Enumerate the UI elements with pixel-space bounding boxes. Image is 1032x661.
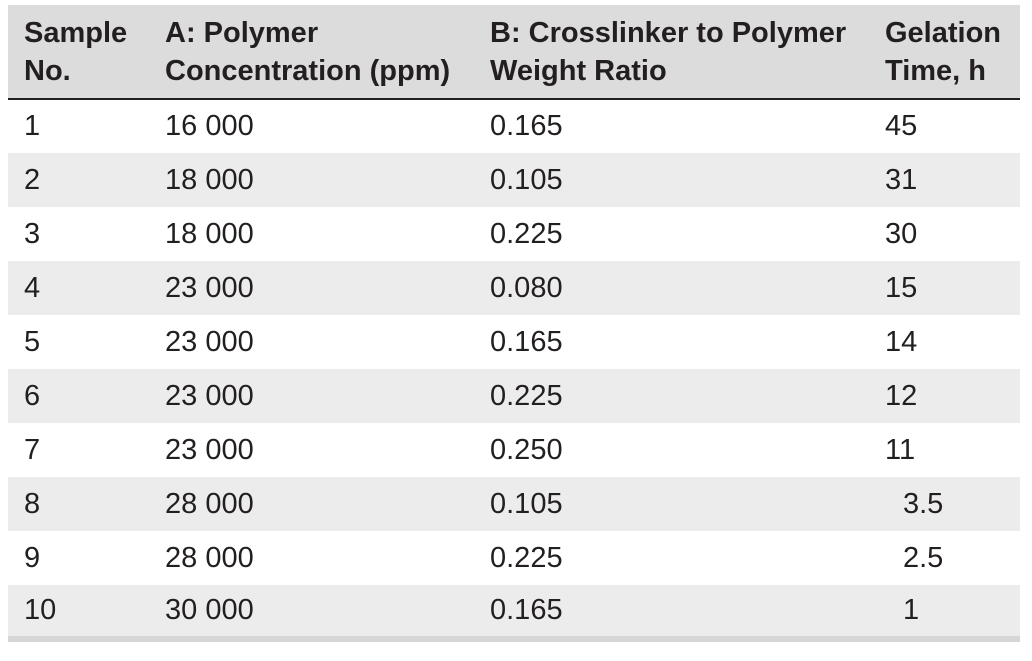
cell-crosslinker-ratio: 0.165 — [474, 585, 869, 642]
cell-sample-no: 1 — [24, 110, 41, 142]
header-line: Concentration (ppm) — [165, 54, 451, 87]
cell-crosslinker-ratio: 0.165 — [490, 110, 563, 142]
header-line: Time, h — [885, 54, 986, 87]
cell-gelation-time: 2.5 — [903, 541, 944, 574]
cell-crosslinker-ratio: 0.105 — [490, 487, 563, 520]
cell-gelation-time: 12 — [885, 379, 918, 412]
cell-polymer-concentration: 23 000 — [165, 325, 254, 358]
cell-polymer-concentration: 23 000 — [165, 433, 254, 466]
cell-gelation-time: 1 — [869, 585, 1020, 642]
cell-polymer-concentration: 18 000 — [165, 217, 254, 250]
cell-sample-no: 6 — [24, 379, 41, 412]
cell-sample-no: 8 — [24, 487, 41, 520]
cell-polymer-concentration: 30 000 — [149, 585, 474, 642]
table-row: 8 28 000 0.105 3.5 — [8, 477, 1020, 531]
cell-crosslinker-ratio: 0.165 — [490, 325, 563, 358]
cell-sample-no: 7 — [24, 433, 41, 466]
table-row: 1 16 000 0.165 45 — [8, 99, 1020, 153]
table-row: 9 28 000 0.225 2.5 — [8, 531, 1020, 585]
header-crosslinker-ratio: B: Crosslinker to Polymer Weight Ratio — [474, 5, 869, 100]
data-table-container: Sample No. A: Polymer Concentration (ppm… — [8, 5, 1020, 642]
table-row: 6 23 000 0.225 12 — [8, 369, 1020, 423]
cell-sample-no: 5 — [24, 325, 41, 358]
header-line: Weight Ratio — [490, 54, 667, 87]
header-line: Sample — [24, 16, 128, 49]
table-row: 3 18 000 0.225 30 — [8, 207, 1020, 261]
table-body: 1 16 000 0.165 45 2 18 000 0.105 31 3 18… — [8, 99, 1020, 642]
cell-gelation-time: 11 — [885, 433, 916, 466]
cell-crosslinker-ratio: 0.225 — [490, 541, 563, 574]
cell-sample-no: 9 — [24, 541, 41, 574]
table-row: 4 23 000 0.080 15 — [8, 261, 1020, 315]
header-line: Gelation — [885, 16, 1002, 49]
table-row: 2 18 000 0.105 31 — [8, 153, 1020, 207]
cell-gelation-time: 30 — [885, 217, 918, 250]
cell-polymer-concentration: 28 000 — [165, 541, 254, 574]
header-sample-no: Sample No. — [8, 5, 149, 100]
cell-polymer-concentration: 16 000 — [165, 110, 254, 142]
cell-sample-no: 4 — [24, 271, 41, 304]
cell-crosslinker-ratio: 0.080 — [490, 271, 563, 304]
cell-crosslinker-ratio: 0.225 — [490, 379, 563, 412]
cell-sample-no: 3 — [24, 217, 41, 250]
cell-sample-no: 10 — [8, 585, 149, 642]
cell-crosslinker-ratio: 0.250 — [490, 433, 563, 466]
table-row: 7 23 000 0.250 11 — [8, 423, 1020, 477]
gelation-time-table: Sample No. A: Polymer Concentration (ppm… — [8, 5, 1020, 642]
cell-gelation-time: 14 — [885, 325, 918, 358]
table-row: 5 23 000 0.165 14 — [8, 315, 1020, 369]
header-polymer-concentration: A: Polymer Concentration (ppm) — [149, 5, 474, 100]
cell-polymer-concentration: 23 000 — [165, 271, 254, 304]
cell-sample-no: 2 — [24, 163, 41, 196]
header-line: A: Polymer — [165, 16, 319, 49]
header-line: No. — [24, 54, 71, 87]
cell-gelation-time: 45 — [885, 110, 918, 142]
cell-polymer-concentration: 18 000 — [165, 163, 254, 196]
cell-gelation-time: 31 — [885, 163, 918, 196]
header-gelation-time: Gelation Time, h — [869, 5, 1020, 100]
table-header: Sample No. A: Polymer Concentration (ppm… — [8, 5, 1020, 100]
header-row: Sample No. A: Polymer Concentration (ppm… — [8, 5, 1020, 100]
table-row: 10 30 000 0.165 1 — [8, 585, 1020, 642]
cell-crosslinker-ratio: 0.225 — [490, 217, 563, 250]
cell-polymer-concentration: 28 000 — [165, 487, 254, 520]
cell-gelation-time: 3.5 — [903, 487, 944, 520]
header-line: B: Crosslinker to Polymer — [490, 16, 847, 49]
cell-crosslinker-ratio: 0.105 — [490, 163, 563, 196]
cell-polymer-concentration: 23 000 — [165, 379, 254, 412]
cell-gelation-time: 15 — [885, 271, 918, 304]
